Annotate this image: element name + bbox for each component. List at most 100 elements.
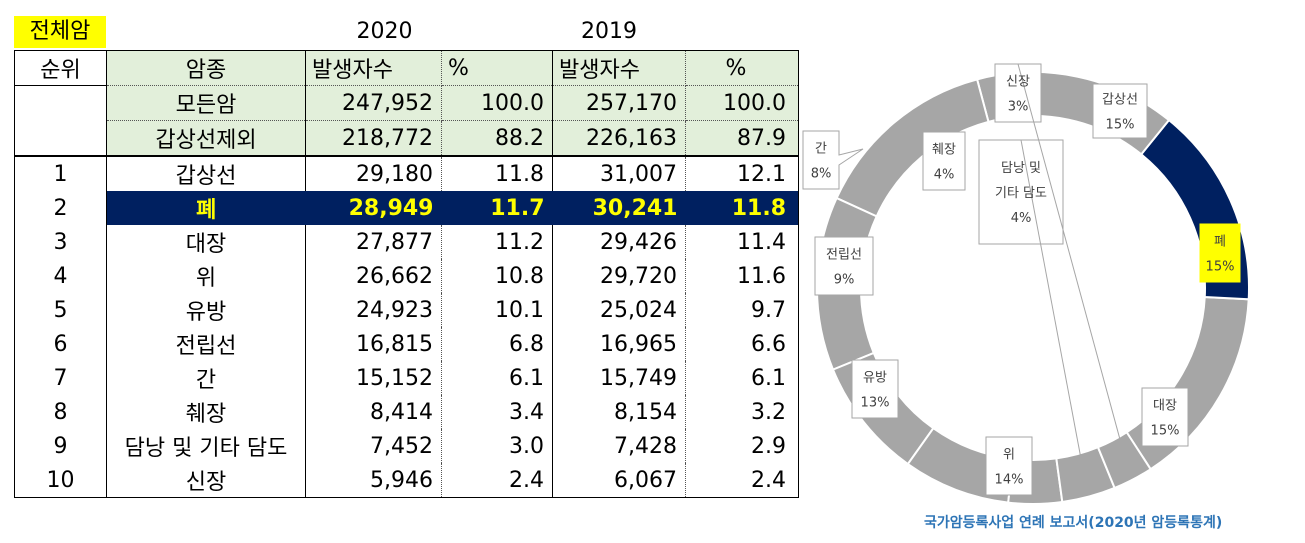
summary-count-2019: 257,170	[552, 85, 686, 121]
incidence-table: 순위 암종 발생자수 % 발생자수 % 모든암 247,952 100.0 25…	[14, 50, 799, 498]
slice-value-label: 14%	[995, 473, 1024, 488]
row-rank: 4	[14, 259, 107, 293]
table-row: 8 췌장 8,414 3.4 8,154 3.2	[14, 395, 799, 429]
slice-name-label: 유방	[863, 371, 887, 386]
summary-pct-2019: 87.9	[685, 120, 799, 157]
row-rank: 5	[14, 293, 107, 327]
label-box	[802, 130, 864, 190]
slice-value-label: 3%	[1008, 100, 1029, 115]
label-box	[851, 359, 899, 419]
slice-name-label: 담낭 및	[1001, 161, 1041, 176]
row-pct-2019: 11.8	[685, 191, 799, 225]
row-pct-2020: 11.7	[441, 191, 553, 225]
row-pct-2019: 6.1	[685, 361, 799, 395]
row-count-2019: 29,426	[552, 225, 686, 259]
row-name: 대장	[106, 225, 306, 259]
row-count-2020: 8,414	[305, 395, 442, 429]
row-count-2019: 31,007	[552, 156, 686, 191]
row-pct-2019: 2.9	[685, 429, 799, 463]
header-count-2020: 발생자수	[305, 50, 442, 86]
row-rank: 1	[14, 156, 107, 191]
label-box	[922, 131, 966, 191]
row-rank: 9	[14, 429, 107, 463]
donut-slice	[1055, 445, 1116, 504]
table-row: 1 갑상선 29,180 11.8 31,007 12.1	[14, 156, 799, 191]
slice-value-label: 15%	[1106, 118, 1135, 133]
slice-name-label: 갑상선	[1102, 93, 1138, 108]
row-pct-2020: 2.4	[441, 463, 553, 498]
row-rank: 6	[14, 327, 107, 361]
donut-slice	[835, 78, 990, 218]
label-box	[1199, 223, 1241, 283]
row-rank: 2	[14, 191, 107, 225]
table-row: 4 위 26,662 10.8 29,720 11.6	[14, 259, 799, 293]
slice-name-label: 신장	[1006, 75, 1030, 90]
row-name: 위	[106, 259, 306, 293]
header-rank: 순위	[14, 50, 107, 86]
source-note: 국가암등록사업 연례 보고서(2020년 암등록통계)	[924, 515, 1223, 531]
row-count-2019: 8,154	[552, 395, 686, 429]
row-pct-2020: 10.1	[441, 293, 553, 327]
row-name: 신장	[106, 463, 306, 498]
row-count-2020: 26,662	[305, 259, 442, 293]
slice-name-label: 간	[815, 142, 827, 157]
summary-pct-2019: 100.0	[685, 85, 799, 121]
leader-line	[1017, 63, 1129, 471]
summary-pct-2020: 88.2	[441, 120, 553, 157]
row-count-2019: 7,428	[552, 429, 686, 463]
slice-value-label: 4%	[934, 168, 955, 183]
table-row: 9 담낭 및 기타 담도 7,452 3.0 7,428 2.9	[14, 429, 799, 463]
slice-name-label: 위	[1003, 448, 1015, 463]
row-name: 유방	[106, 293, 306, 327]
row-rank: 8	[14, 395, 107, 429]
row-pct-2019: 11.4	[685, 225, 799, 259]
summary-row: 모든암 247,952 100.0 257,170 100.0	[14, 85, 799, 157]
slice-name-label: 대장	[1153, 399, 1177, 414]
donut-slice	[1096, 430, 1153, 490]
row-count-2020: 5,946	[305, 463, 442, 498]
summary-count-2019: 226,163	[552, 120, 686, 157]
label-box	[985, 436, 1033, 496]
slice-value-label: 9%	[834, 273, 855, 288]
table-row: 6 전립선 16,815 6.8 16,965 6.6	[14, 327, 799, 361]
row-pct-2019: 6.6	[685, 327, 799, 361]
row-name: 췌장	[106, 395, 306, 429]
header-count-2019: 발생자수	[552, 50, 686, 86]
label-box	[978, 139, 1064, 245]
row-count-2020: 24,923	[305, 293, 442, 327]
row-count-2020: 29,180	[305, 156, 442, 191]
summary-row: 갑상선제외 218,772 88.2 226,163 87.9	[15, 120, 799, 157]
cancer-type-tag: 전체암	[14, 16, 106, 48]
slice-value-label: 13%	[861, 396, 890, 411]
table-row-highlighted: 2 폐 28,949 11.7 30,241 11.8	[14, 191, 799, 225]
row-name: 간	[106, 361, 306, 395]
slice-value-label: 15%	[1206, 260, 1235, 275]
slice-name-label: 기타 담도	[995, 186, 1047, 201]
row-pct-2019: 3.2	[685, 395, 799, 429]
slice-name-label: 전립선	[826, 248, 862, 263]
table-header-row: 순위 암종 발생자수 % 발생자수 %	[14, 50, 799, 86]
row-name: 전립선	[106, 327, 306, 361]
row-count-2020: 28,949	[305, 191, 442, 225]
label-box	[1092, 83, 1148, 139]
row-rank: 10	[14, 463, 107, 498]
year-2019-label: 2019	[581, 19, 637, 44]
row-name: 담낭 및 기타 담도	[106, 429, 306, 463]
table-row: 3 대장 27,877 11.2 29,426 11.4	[14, 225, 799, 259]
row-pct-2020: 3.4	[441, 395, 553, 429]
summary-count-2020: 247,952	[305, 85, 442, 121]
summary-name: 모든암	[106, 85, 306, 121]
row-pct-2020: 6.1	[441, 361, 553, 395]
slice-value-label: 8%	[811, 167, 832, 182]
header-pct-2019: %	[685, 50, 799, 86]
row-name: 갑상선	[106, 156, 306, 191]
slice-value-label: 4%	[1011, 211, 1032, 226]
row-count-2019: 29,720	[552, 259, 686, 293]
table-row: 5 유방 24,923 10.1 25,024 9.7	[14, 293, 799, 327]
table-row: 7 간 15,152 6.1 15,749 6.1	[14, 361, 799, 395]
row-count-2019: 30,241	[552, 191, 686, 225]
table-row: 10 신장 5,946 2.4 6,067 2.4	[14, 463, 799, 498]
row-count-2020: 15,152	[305, 361, 442, 395]
row-pct-2020: 10.8	[441, 259, 553, 293]
